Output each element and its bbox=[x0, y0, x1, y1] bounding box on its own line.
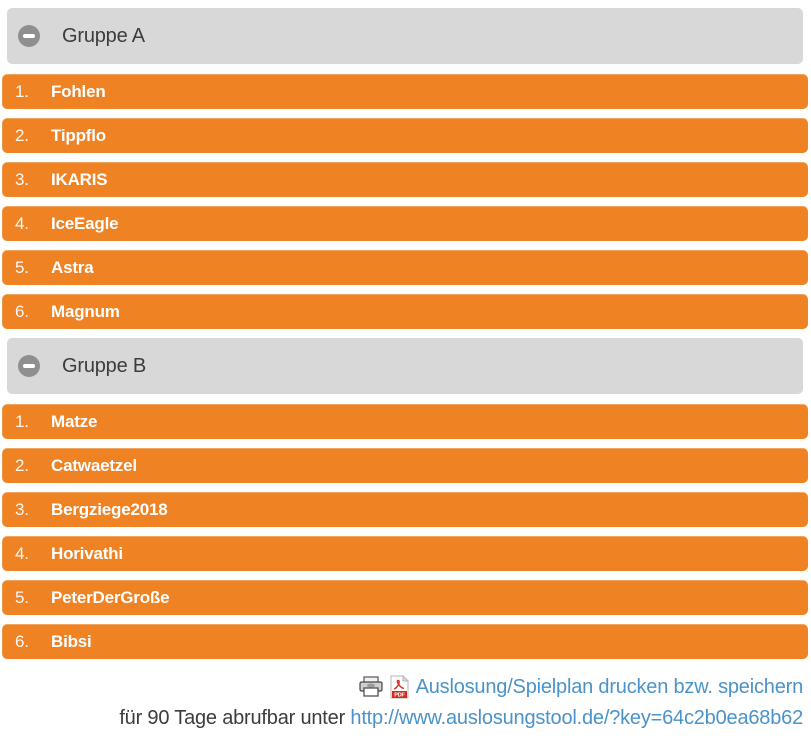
team-rank: 1. bbox=[15, 411, 29, 431]
group-gruppe-a: Gruppe A 1. Fohlen 2. Tippflo 3. IKARIS 4. IceEa… bbox=[0, 8, 811, 329]
group-header-gruppe-b[interactable]: Gruppe B bbox=[7, 338, 803, 394]
team-rank: 4. bbox=[15, 213, 29, 233]
team-rank: 2. bbox=[15, 455, 29, 475]
team-name: Fohlen bbox=[51, 81, 106, 101]
team-row: 2. Tippflo bbox=[2, 118, 808, 153]
team-rank: 5. bbox=[15, 587, 29, 607]
group-title: Gruppe B bbox=[62, 354, 147, 377]
team-row: 3. IKARIS bbox=[2, 162, 808, 197]
team-name: Astra bbox=[51, 257, 94, 277]
team-name: Magnum bbox=[51, 301, 120, 321]
team-name: Tippflo bbox=[51, 125, 106, 145]
group-title: Gruppe A bbox=[62, 24, 145, 47]
team-name: Bibsi bbox=[51, 631, 92, 651]
team-rank: 6. bbox=[15, 301, 29, 321]
pdf-file-icon[interactable]: PDF bbox=[389, 675, 410, 699]
availability-text: für 90 Tage abrufbar unter bbox=[119, 707, 351, 729]
team-row: 4. Horivathi bbox=[2, 536, 808, 571]
draw-url-link[interactable]: http://www.auslosungstool.de/?key=64c2b0… bbox=[350, 707, 803, 729]
team-rank: 5. bbox=[15, 257, 29, 277]
team-row: 6. Bibsi bbox=[2, 624, 808, 659]
team-row: 5. Astra bbox=[2, 250, 808, 285]
team-row: 1. Fohlen bbox=[2, 74, 808, 109]
team-rank: 6. bbox=[15, 631, 29, 651]
team-row: 6. Magnum bbox=[2, 294, 808, 329]
print-draw-link[interactable]: Auslosung/Spielplan drucken bzw. speiche… bbox=[415, 675, 804, 698]
team-name: Matze bbox=[51, 411, 98, 431]
draw-results-page: Gruppe A 1. Fohlen 2. Tippflo 3. IKARIS 4. IceEa… bbox=[0, 8, 811, 732]
team-rank: 3. bbox=[15, 499, 29, 519]
svg-text:PDF: PDF bbox=[394, 693, 405, 699]
printer-icon[interactable] bbox=[358, 676, 383, 698]
team-name: Horivathi bbox=[51, 543, 123, 563]
team-row: 3. Bergziege2018 bbox=[2, 492, 808, 527]
team-name: Bergziege2018 bbox=[51, 499, 168, 519]
availability-line: für 90 Tage abrufbar unter http://www.au… bbox=[0, 704, 803, 732]
team-name: IceEagle bbox=[51, 213, 119, 233]
team-name: IKARIS bbox=[51, 169, 108, 189]
footer: PDF Auslosung/Spielplan drucken bzw. spe… bbox=[0, 674, 811, 732]
print-line: PDF Auslosung/Spielplan drucken bzw. spe… bbox=[0, 674, 803, 700]
team-row: 2. Catwaetzel bbox=[2, 448, 808, 483]
group-gruppe-b: Gruppe B 1. Matze 2. Catwaetzel 3. Bergziege20… bbox=[0, 338, 811, 659]
collapse-minus-icon[interactable] bbox=[18, 355, 40, 377]
team-rank: 2. bbox=[15, 125, 29, 145]
team-rank: 1. bbox=[15, 81, 29, 101]
team-rank: 3. bbox=[15, 169, 29, 189]
team-row: 5. PeterDerGroße bbox=[2, 580, 808, 615]
groups-container: Gruppe A 1. Fohlen 2. Tippflo 3. IKARIS 4. IceEa… bbox=[0, 8, 811, 659]
collapse-minus-icon[interactable] bbox=[18, 25, 40, 47]
team-row: 4. IceEagle bbox=[2, 206, 808, 241]
team-rank: 4. bbox=[15, 543, 29, 563]
group-header-gruppe-a[interactable]: Gruppe A bbox=[7, 8, 803, 64]
team-name: PeterDerGroße bbox=[51, 587, 170, 607]
team-row: 1. Matze bbox=[2, 404, 808, 439]
team-name: Catwaetzel bbox=[51, 455, 137, 475]
